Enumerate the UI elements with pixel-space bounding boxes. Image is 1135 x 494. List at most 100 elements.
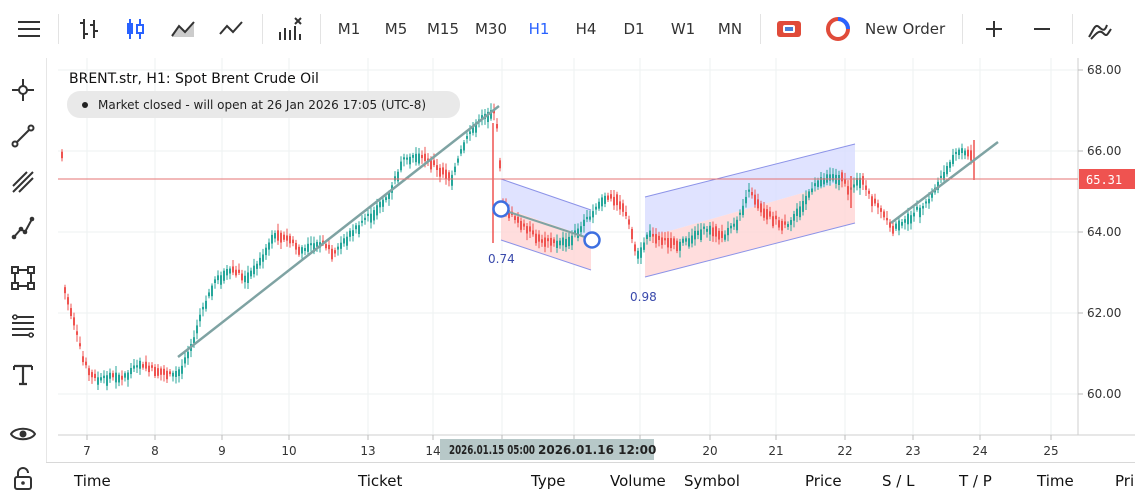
candle-body [832, 174, 834, 181]
candle-body [181, 365, 183, 374]
col-symbol[interactable]: Symbol [684, 472, 740, 490]
candle-body [454, 166, 456, 173]
candle-body [646, 234, 648, 239]
candle-body [691, 235, 693, 244]
tf-m1[interactable]: M1 [337, 20, 361, 38]
candle-body [577, 228, 579, 238]
candle-body [862, 176, 864, 185]
candle-body [874, 198, 876, 204]
candle-body [544, 237, 546, 247]
candle-body [949, 161, 951, 168]
y-tick-label: 62.00 [1087, 306, 1121, 320]
col-sl[interactable]: S / L [882, 472, 915, 490]
tf-h1[interactable]: H1 [528, 20, 550, 38]
candle-body [925, 201, 927, 204]
tf-m15[interactable]: M15 [426, 20, 460, 38]
candle-body [943, 171, 945, 181]
channel-1-top-line [500, 178, 592, 211]
tf-d1[interactable]: D1 [623, 20, 645, 38]
tf-h4[interactable]: H4 [575, 20, 597, 38]
menu-icon[interactable] [8, 10, 50, 48]
bar-chart-icon[interactable] [70, 10, 108, 48]
candlestick-icon[interactable] [116, 10, 154, 48]
one-click-trading-icon[interactable] [771, 10, 807, 48]
new-order-button[interactable]: New Order [825, 10, 955, 48]
candle-body [256, 263, 258, 269]
candle-body [193, 337, 195, 344]
crosshair-icon[interactable] [7, 74, 39, 106]
candle-body [475, 122, 477, 133]
col-price-2[interactable]: Pri [1115, 472, 1135, 490]
line-chart-icon[interactable] [212, 10, 250, 48]
candle-body [355, 225, 357, 230]
tf-m30[interactable]: M30 [474, 20, 508, 38]
indicators-icon[interactable] [270, 10, 310, 48]
text-icon[interactable] [7, 358, 39, 390]
chart-title: BRENT.str, H1: Spot Brent Crude Oil [69, 71, 319, 87]
tf-m5[interactable]: M5 [384, 20, 408, 38]
candle-body [289, 235, 291, 244]
y-tick-label: 68.00 [1087, 63, 1121, 77]
status-dot-icon [82, 102, 88, 108]
candle-body [607, 195, 609, 200]
area-chart-icon[interactable] [164, 10, 202, 48]
candle-body [889, 222, 891, 228]
trendline-icon[interactable] [7, 120, 39, 152]
candle-body [859, 177, 861, 189]
col-volume[interactable]: Volume [610, 472, 666, 490]
zoom-out-icon[interactable] [1028, 10, 1056, 48]
col-type[interactable]: Type [531, 472, 566, 490]
candle-body [877, 203, 879, 208]
candle-body [910, 215, 912, 224]
candle-body [283, 234, 285, 240]
candle-body [346, 236, 348, 246]
candle-body [100, 377, 102, 381]
templates-icon[interactable] [1082, 10, 1118, 48]
x-tick-label: 14 [425, 444, 440, 458]
crosshair-time-1: 2026.01.15 05:00 [449, 443, 535, 457]
rectangle-icon[interactable] [7, 262, 39, 294]
col-price[interactable]: Price [805, 472, 842, 490]
candle-body [628, 219, 630, 225]
candle-body [499, 160, 501, 169]
candle-body [91, 372, 93, 378]
candle-body [442, 167, 444, 175]
candle-body [445, 169, 447, 179]
candle-body [235, 269, 237, 276]
candle-body [904, 219, 906, 223]
col-tp[interactable]: T / P [959, 472, 992, 490]
col-time[interactable]: Time [74, 472, 111, 490]
tf-mn[interactable]: MN [717, 20, 743, 38]
candle-body [118, 374, 120, 383]
candle-body [961, 148, 963, 154]
channel-icon[interactable] [7, 166, 39, 198]
candle-body [670, 238, 672, 249]
candle-body [940, 175, 942, 179]
candle-body [406, 157, 408, 160]
lock-icon[interactable] [7, 462, 39, 494]
candle-body [274, 233, 276, 239]
candle-body [658, 235, 660, 240]
candle-body [334, 250, 336, 254]
candle-body [592, 211, 594, 218]
eye-icon[interactable] [7, 418, 39, 450]
candle-body [709, 225, 711, 235]
candle-body [562, 237, 564, 246]
candle-body [820, 177, 822, 187]
col-ticket[interactable]: Ticket [358, 472, 403, 490]
candle-body [661, 237, 663, 245]
zoom-in-icon[interactable] [980, 10, 1008, 48]
price-chart[interactable]: 68.00 66.00 64.00 62.00 60.00 65.31 7 8 9 10 13 1… [58, 58, 1135, 462]
candle-body [922, 205, 924, 209]
candle-body [67, 297, 69, 305]
candle-body [748, 189, 750, 192]
candle-body [742, 205, 744, 216]
candle-body [847, 186, 849, 195]
fibonacci-icon[interactable] [7, 310, 39, 342]
candle-body [112, 373, 114, 378]
col-time-2[interactable]: Time [1037, 472, 1074, 490]
candle-body [589, 216, 591, 220]
candle-body [559, 240, 561, 246]
polyline-icon[interactable] [7, 212, 39, 244]
tf-w1[interactable]: W1 [670, 20, 696, 38]
